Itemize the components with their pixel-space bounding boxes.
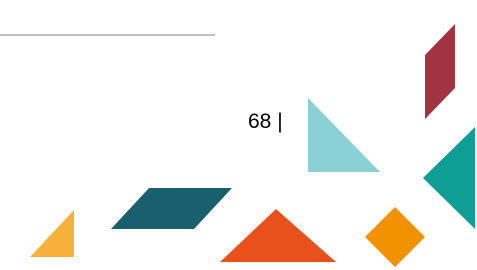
orange-red-triangle [220, 209, 336, 262]
teal-triangle [423, 127, 475, 229]
yellow-triangle [30, 210, 74, 257]
dark-teal-parallelogram [111, 188, 232, 229]
orange-diamond [365, 207, 425, 267]
page-footer: 68 | [0, 0, 477, 270]
light-teal-triangle [308, 98, 380, 172]
page-number: 68 | [248, 110, 283, 133]
red-parallelogram [425, 24, 455, 119]
